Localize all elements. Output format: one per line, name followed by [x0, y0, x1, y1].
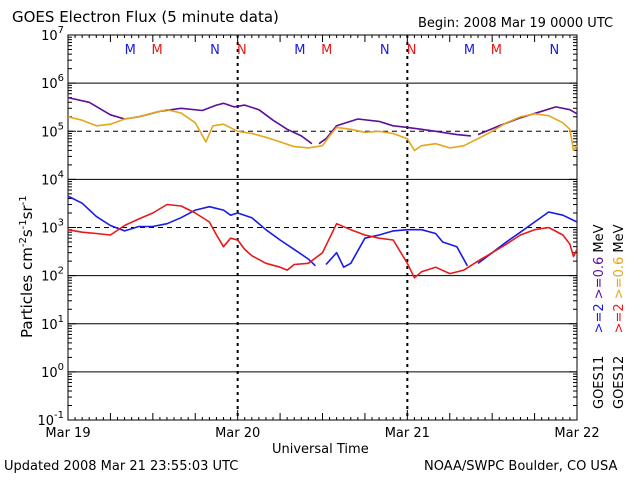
begin-time: Begin: 2008 Mar 19 0000 UTC [418, 16, 614, 31]
updated-time: Updated 2008 Mar 21 23:55:03 UTC [4, 459, 239, 474]
marker-m-4: M [294, 43, 305, 58]
y-tick-label-0: 10-1 [37, 410, 64, 429]
marker-m-5: M [321, 43, 332, 58]
x-tick-label-2: Mar 21 [385, 426, 430, 441]
y-tick-label-4: 103 [41, 218, 64, 237]
series-goes11-0-6-mev-seg-2 [477, 106, 578, 136]
legend-goes12-low: >=0.6 [612, 256, 627, 300]
marker-m-8: M [464, 43, 475, 58]
legend-goes12-high: >=2 [612, 303, 627, 334]
y-tick-label-2: 101 [41, 314, 64, 333]
legend-goes12-unit: MeV [612, 224, 627, 253]
legend-goes11-unit: MeV [592, 224, 607, 253]
marker-n-10: N [550, 43, 560, 58]
chart-title: GOES Electron Flux (5 minute data) [12, 8, 279, 26]
y-tick-label-1: 100 [41, 362, 64, 381]
marker-n-6: N [380, 43, 390, 58]
marker-n-2: N [210, 43, 220, 58]
legend-goes11-label: GOES11 [592, 355, 607, 409]
series-goes11-0-6-mev-seg-0 [67, 96, 313, 145]
y-tick-label-7: 106 [41, 73, 64, 92]
series-goes11-0-6-mev-seg-1 [318, 118, 472, 145]
legend-goes11: GOES11 >=2 >=0.6 MeV [592, 224, 607, 409]
marker-m-0: M [125, 43, 136, 58]
series-goes11-2-mev-seg-0 [67, 195, 316, 267]
x-axis-label: Universal Time [272, 442, 369, 457]
x-tick-label-1: Mar 20 [215, 426, 260, 441]
marker-n-7: N [407, 43, 417, 58]
series-goes12-0-6-mev-seg-0 [67, 108, 578, 152]
legend-goes11-high: >=2 [592, 303, 607, 334]
legend-goes12: GOES12 >=2 >=0.6 MeV [612, 224, 627, 409]
credit-text: NOAA/SWPC Boulder, CO USA [424, 459, 618, 474]
marker-m-1: M [151, 43, 162, 58]
series-goes12-2-mev-seg-0 [67, 203, 578, 279]
legend-goes12-label: GOES12 [612, 355, 627, 409]
y-tick-label-3: 102 [41, 266, 64, 285]
series-goes11-2-mev-seg-2 [477, 211, 578, 264]
marker-m-9: M [491, 43, 502, 58]
series-goes11-2-mev-seg-1 [325, 228, 469, 269]
x-tick-label-0: Mar 19 [45, 426, 90, 441]
x-tick-label-3: Mar 22 [554, 426, 599, 441]
y-tick-label-6: 105 [41, 121, 64, 140]
legend-goes11-low: >=0.6 [592, 256, 607, 300]
y-tick-label-5: 104 [41, 169, 64, 188]
y-tick-label-8: 107 [41, 25, 64, 44]
marker-n-3: N [237, 43, 247, 58]
